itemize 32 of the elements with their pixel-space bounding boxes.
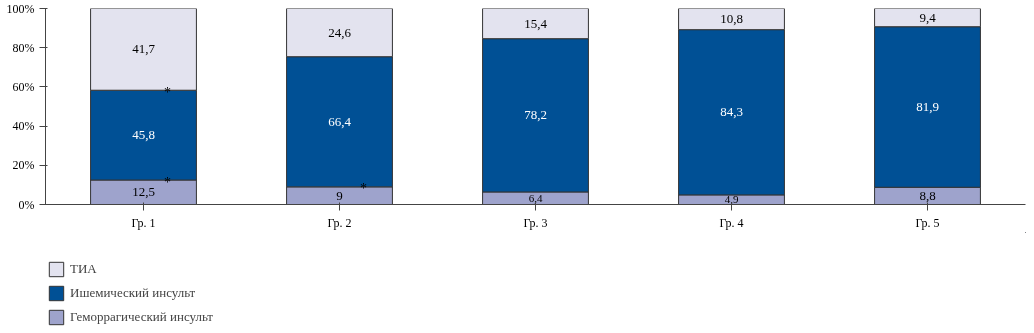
annotation: * — [360, 181, 367, 197]
data-label: 9 — [336, 187, 343, 203]
x-tick-label: Гр. 3 — [523, 215, 548, 230]
data-label: 78,2 — [524, 107, 547, 123]
y-tick-label: 60% — [12, 79, 35, 94]
data-label: 12,5 — [132, 184, 155, 200]
data-label: 10,8 — [720, 11, 743, 27]
data-label: 15,4 — [524, 15, 548, 31]
y-tick-label: 80% — [12, 40, 35, 55]
data-label: 84,3 — [720, 104, 743, 120]
data-label: 41,7 — [132, 41, 156, 57]
legend-label: Геморрагический инсульт — [70, 309, 214, 325]
legend-label: ТИА — [70, 261, 97, 277]
y-tick-label: 0% — [18, 197, 35, 212]
x-tick-label: Гр. 2 — [327, 215, 352, 230]
y-tick-label: 20% — [12, 158, 35, 173]
data-label: 66,4 — [328, 113, 352, 129]
data-label: 81,9 — [916, 98, 939, 114]
y-tick-label: 40% — [12, 119, 35, 134]
data-label: 45,8 — [132, 127, 155, 143]
annotation: * — [164, 84, 171, 100]
x-tick-label: Гр. 1 — [131, 215, 156, 230]
data-label: 4,9 — [724, 193, 739, 206]
x-tick-label: Гр. 5 — [915, 215, 940, 230]
annotation: * — [164, 174, 171, 190]
data-label: 6,4 — [528, 191, 543, 204]
data-label: 9,4 — [919, 9, 937, 25]
y-tick-label: 100% — [6, 1, 35, 16]
x-tick-label: Гр. 4 — [719, 215, 744, 230]
data-label: 8,8 — [919, 187, 936, 203]
legend-label: Ишемический инсульт — [70, 285, 196, 301]
data-label: 24,6 — [328, 24, 352, 40]
